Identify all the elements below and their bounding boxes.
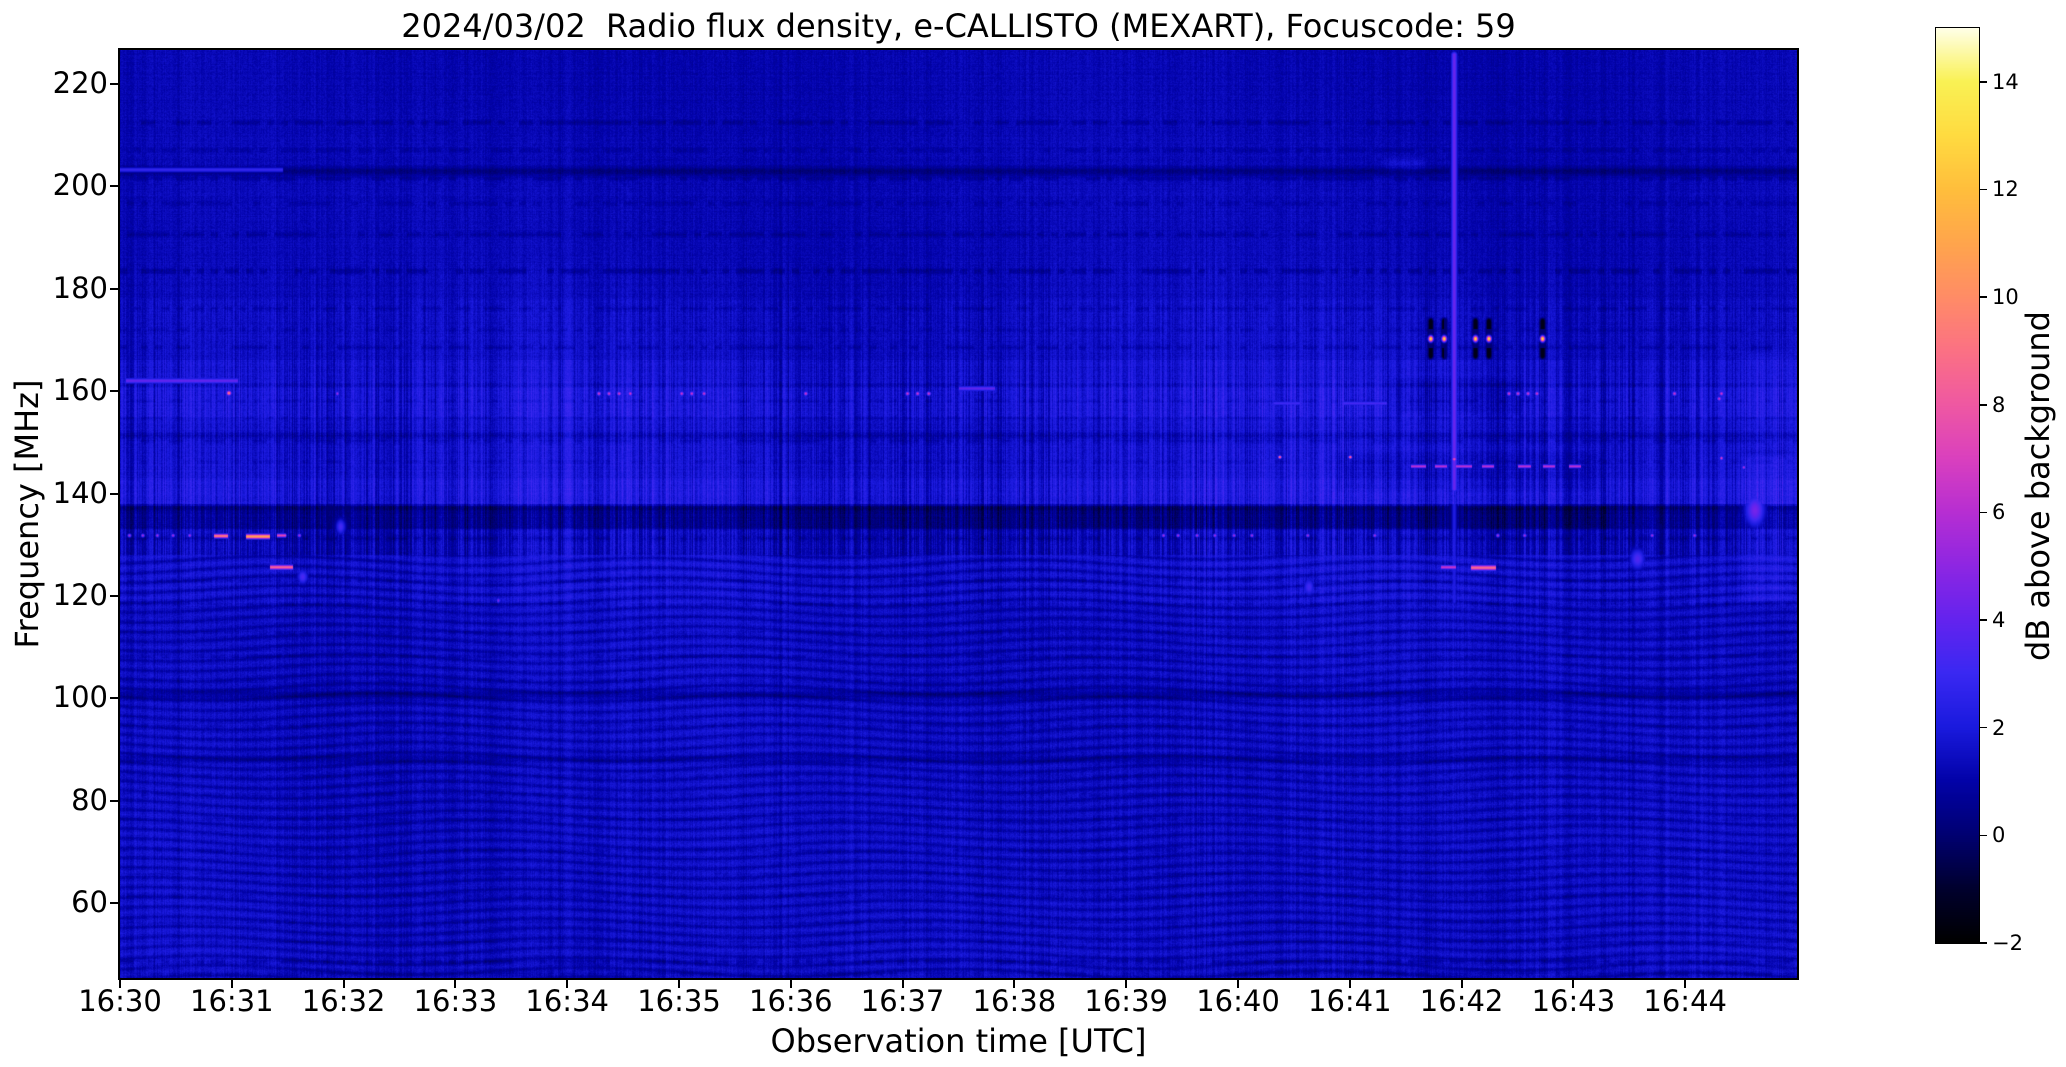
x-tick-label: 16:41 bbox=[1308, 984, 1392, 1018]
colorbar-tick-mark bbox=[1979, 619, 1987, 621]
spectrogram-plot bbox=[118, 48, 1799, 980]
x-tick-mark bbox=[566, 979, 569, 988]
y-tick-label: 100 bbox=[52, 680, 108, 715]
colorbar-canvas bbox=[1935, 27, 1979, 943]
y-tick-mark bbox=[110, 799, 119, 802]
x-tick-label: 16:40 bbox=[1196, 984, 1280, 1018]
colorbar-tick-label: 10 bbox=[1992, 285, 2019, 310]
y-tick-mark bbox=[110, 594, 119, 597]
x-tick-label: 16:32 bbox=[301, 984, 386, 1018]
y-tick-mark bbox=[110, 390, 119, 393]
colorbar-tick-mark bbox=[1979, 942, 1987, 944]
x-tick-label: 16:34 bbox=[525, 984, 609, 1018]
x-tick-mark bbox=[454, 979, 457, 988]
x-tick-mark bbox=[1125, 979, 1128, 988]
x-tick-label: 16:33 bbox=[413, 984, 498, 1018]
colorbar-tick-label: 8 bbox=[1992, 392, 2006, 417]
colorbar-label: dB above background bbox=[2019, 311, 2057, 661]
colorbar-tick-label: 14 bbox=[1992, 69, 2019, 94]
x-tick-label: 16:31 bbox=[190, 984, 274, 1018]
y-tick-mark bbox=[110, 287, 119, 290]
y-tick-mark bbox=[110, 82, 119, 85]
colorbar-tick-label: −2 bbox=[1992, 931, 2023, 955]
x-tick-mark bbox=[678, 979, 680, 988]
y-axis-label: Frequency [MHz] bbox=[8, 379, 46, 649]
x-tick-mark bbox=[1013, 979, 1016, 988]
colorbar-tick-label: 4 bbox=[1992, 608, 2006, 633]
x-tick-label: 16:44 bbox=[1643, 984, 1727, 1018]
x-tick-mark bbox=[1684, 979, 1687, 988]
colorbar-tick-mark bbox=[1979, 726, 1987, 729]
y-tick-label: 200 bbox=[52, 168, 108, 203]
colorbar-tick-label: 0 bbox=[1992, 823, 2006, 848]
x-tick-label: 16:38 bbox=[972, 984, 1057, 1018]
x-tick-label: 16:43 bbox=[1531, 984, 1616, 1018]
y-tick-label: 120 bbox=[52, 577, 108, 612]
colorbar-tick-mark bbox=[1979, 834, 1987, 837]
colorbar-tick-label: 6 bbox=[1992, 500, 2006, 525]
x-tick-label: 16:35 bbox=[637, 984, 721, 1018]
colorbar-tick-mark bbox=[1979, 404, 1987, 406]
colorbar-tick-mark bbox=[1979, 296, 1987, 298]
y-tick-label: 80 bbox=[71, 782, 108, 817]
colorbar bbox=[1934, 26, 1980, 944]
x-tick-label: 16:42 bbox=[1419, 984, 1504, 1018]
x-tick-mark bbox=[119, 979, 121, 988]
y-tick-mark bbox=[110, 697, 119, 700]
x-tick-label: 16:30 bbox=[78, 984, 162, 1018]
x-tick-label: 16:36 bbox=[749, 984, 833, 1018]
colorbar-tick-mark bbox=[1979, 188, 1987, 191]
y-tick-label: 220 bbox=[52, 65, 108, 100]
x-tick-mark bbox=[342, 979, 345, 988]
y-tick-mark bbox=[110, 492, 119, 495]
colorbar-tick-label: 12 bbox=[1992, 177, 2019, 202]
y-tick-mark bbox=[110, 902, 119, 905]
y-tick-label: 60 bbox=[71, 885, 108, 920]
x-tick-mark bbox=[789, 979, 792, 988]
y-tick-label: 140 bbox=[52, 475, 108, 510]
x-tick-mark bbox=[901, 979, 904, 988]
y-tick-mark bbox=[110, 185, 119, 188]
x-tick-label: 16:39 bbox=[1084, 984, 1168, 1018]
y-tick-label: 160 bbox=[52, 373, 108, 408]
x-tick-mark bbox=[1460, 979, 1463, 988]
page-title: 2024/03/02 Radio flux density, e-CALLIST… bbox=[401, 7, 1516, 45]
x-tick-mark bbox=[1572, 979, 1575, 988]
y-tick-label: 180 bbox=[52, 270, 108, 305]
x-tick-mark bbox=[1237, 979, 1239, 988]
colorbar-tick-label: 2 bbox=[1992, 715, 2006, 740]
x-tick-mark bbox=[230, 979, 233, 988]
x-tick-label: 16:37 bbox=[860, 984, 945, 1018]
x-axis-label: Observation time [UTC] bbox=[770, 1022, 1147, 1060]
colorbar-tick-mark bbox=[1979, 511, 1987, 514]
spectrogram-canvas bbox=[120, 50, 1797, 978]
x-tick-mark bbox=[1348, 979, 1351, 988]
colorbar-tick-mark bbox=[1979, 81, 1987, 83]
